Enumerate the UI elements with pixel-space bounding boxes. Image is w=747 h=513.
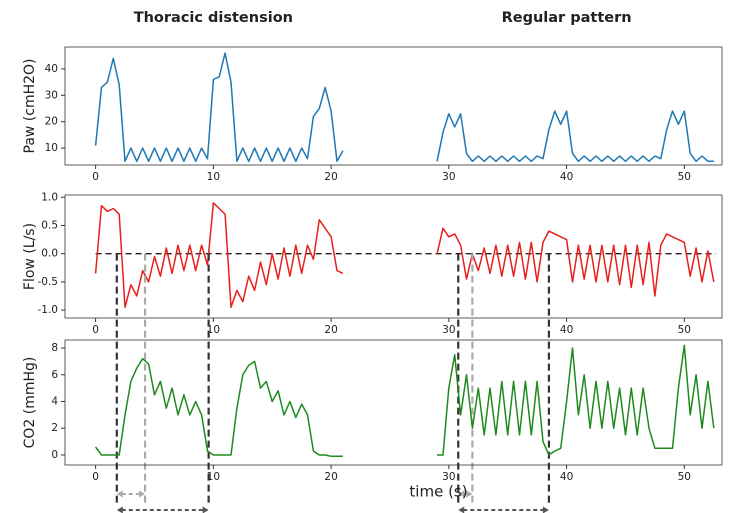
y-tick-label: -0.5 — [38, 276, 59, 288]
x-axis-label: time (s) — [409, 483, 467, 501]
x-tick-label: 30 — [442, 471, 455, 483]
x-tick-label: 0 — [92, 171, 99, 183]
y-axis-label: Flow (L/s) — [22, 223, 38, 290]
x-tick-label: 20 — [324, 324, 337, 336]
y-axis-label: Paw (cmH2O) — [22, 58, 38, 153]
arrow-head — [116, 506, 123, 513]
data-line — [94, 344, 715, 458]
panel-title: Thoracic distension — [134, 10, 293, 26]
x-tick-label: 0 — [92, 324, 99, 336]
data-line — [94, 202, 715, 309]
panel-title: Regular pattern — [502, 10, 632, 26]
arrow-head — [116, 490, 123, 498]
y-tick-label: 4 — [51, 395, 58, 407]
x-tick-label: 40 — [560, 471, 573, 483]
data-line — [94, 52, 714, 163]
x-tick-label: 20 — [324, 471, 337, 483]
x-tick-label: 40 — [560, 171, 573, 183]
x-tick-label: 10 — [207, 471, 220, 483]
x-tick-label: 50 — [678, 171, 691, 183]
x-tick-label: 20 — [324, 171, 337, 183]
y-tick-label: 40 — [45, 63, 58, 75]
plot-frame — [64, 46, 723, 166]
y-tick-label: 6 — [51, 369, 58, 381]
x-tick-label: 0 — [92, 471, 99, 483]
arrow-head — [202, 506, 209, 513]
y-tick-label: 2 — [51, 422, 58, 434]
y-tick-label: 0.0 — [41, 248, 58, 260]
y-tick-label: 8 — [51, 342, 58, 354]
y-tick-label: 1.0 — [41, 191, 58, 203]
x-tick-label: 50 — [678, 471, 691, 483]
y-tick-label: 30 — [45, 89, 58, 101]
y-axis-label: CO2 (mmHg) — [22, 357, 38, 449]
x-tick-label: 30 — [442, 324, 455, 336]
arrow-head — [466, 490, 473, 498]
y-tick-label: 10 — [45, 142, 58, 154]
plot-frame — [64, 339, 723, 466]
arrow-head — [458, 490, 465, 498]
x-tick-label: 40 — [560, 324, 573, 336]
x-tick-label: 10 — [207, 171, 220, 183]
arrow-head — [139, 490, 146, 498]
x-tick-label: 10 — [207, 324, 220, 336]
x-tick-label: 50 — [678, 324, 691, 336]
x-tick-label: 30 — [442, 171, 455, 183]
y-tick-label: 20 — [45, 116, 58, 128]
y-tick-label: 0 — [51, 449, 58, 461]
y-tick-label: 0.5 — [41, 219, 58, 231]
arrow-head — [542, 506, 549, 513]
arrow-head — [458, 506, 465, 513]
plot-frame — [64, 194, 723, 319]
y-tick-label: -1.0 — [38, 304, 59, 316]
